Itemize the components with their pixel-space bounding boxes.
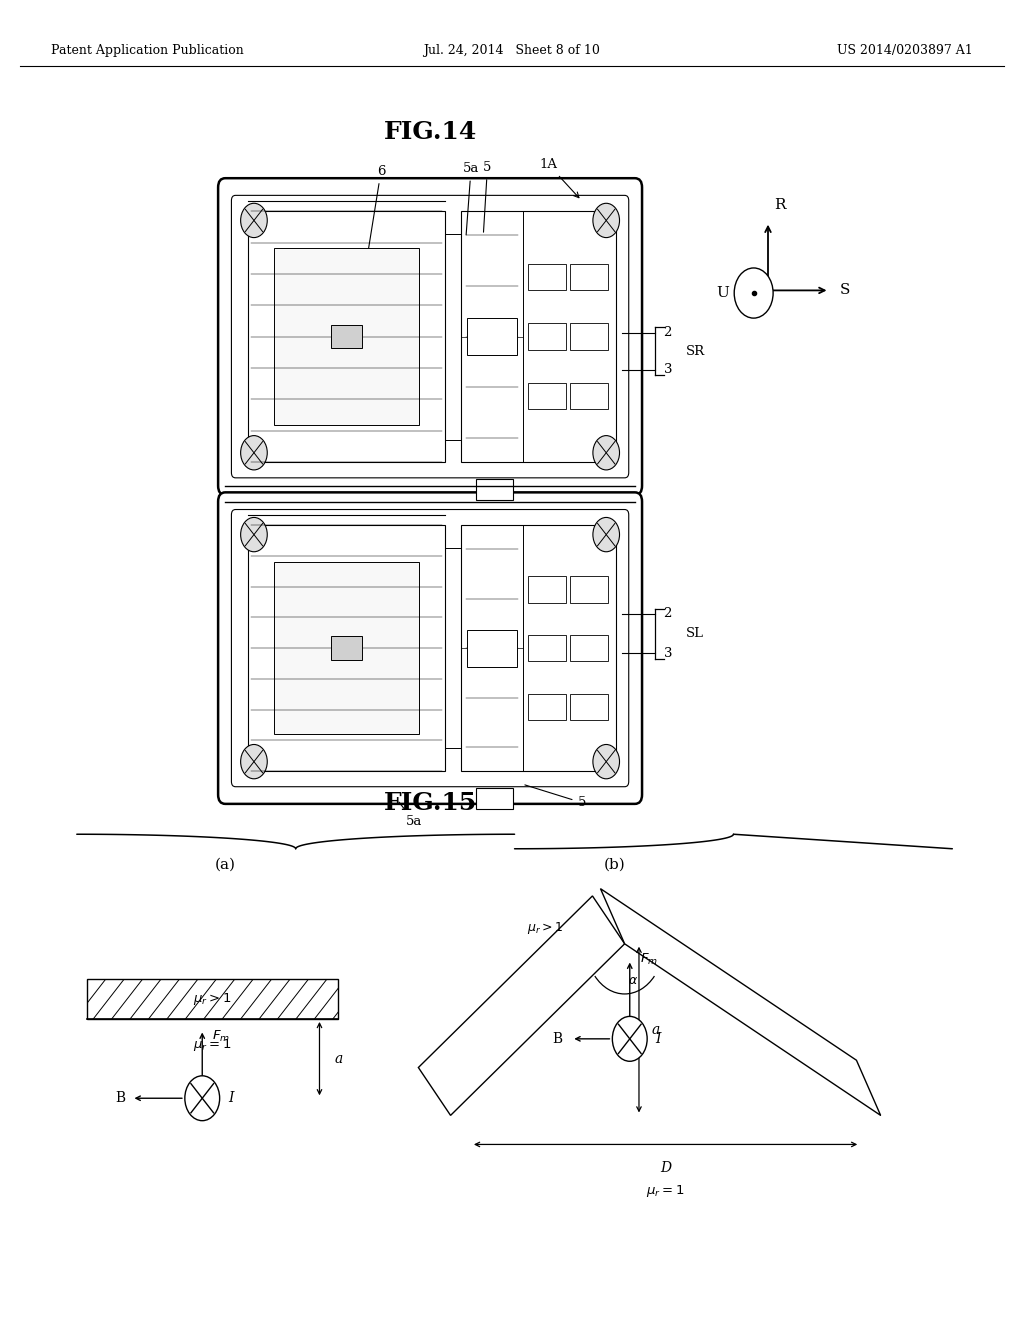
Polygon shape [248, 525, 445, 771]
Circle shape [241, 436, 267, 470]
Circle shape [184, 1076, 220, 1121]
Text: S: S [840, 284, 850, 297]
Circle shape [593, 744, 620, 779]
Bar [570, 635, 608, 661]
Text: SR: SR [686, 345, 706, 358]
Text: $\mu_r = 1$: $\mu_r = 1$ [194, 1038, 231, 1053]
Text: $\mu_r > 1$: $\mu_r > 1$ [526, 920, 563, 936]
Text: 5a: 5a [463, 162, 479, 235]
Bar [332, 636, 362, 660]
Circle shape [241, 203, 267, 238]
Bar [332, 325, 362, 348]
Text: I: I [228, 1092, 233, 1105]
Bar [467, 318, 517, 355]
Bar [467, 630, 517, 667]
Text: 5: 5 [483, 161, 492, 232]
Text: a: a [651, 1023, 659, 1036]
Circle shape [593, 517, 620, 552]
Text: (a): (a) [215, 858, 236, 871]
Circle shape [612, 1016, 647, 1061]
Bar [570, 323, 608, 350]
Circle shape [593, 436, 620, 470]
Polygon shape [419, 896, 625, 1115]
Text: FIG.14: FIG.14 [383, 120, 477, 144]
Bar [461, 211, 616, 462]
Bar [570, 383, 608, 409]
Text: a: a [335, 1052, 343, 1065]
Bar [528, 635, 566, 661]
Text: D: D [660, 1162, 671, 1175]
Text: I: I [655, 1032, 660, 1045]
Text: SL: SL [686, 627, 705, 640]
FancyBboxPatch shape [218, 492, 642, 804]
FancyBboxPatch shape [231, 510, 629, 787]
Circle shape [241, 517, 267, 552]
Bar [461, 525, 616, 771]
Bar [528, 264, 566, 290]
Text: Jul. 24, 2014   Sheet 8 of 10: Jul. 24, 2014 Sheet 8 of 10 [424, 44, 600, 57]
Bar [570, 264, 608, 290]
Text: B: B [116, 1092, 125, 1105]
Text: 6: 6 [364, 165, 385, 277]
Text: $\mu_r = 1$: $\mu_r = 1$ [646, 1183, 685, 1199]
Circle shape [734, 268, 773, 318]
Text: U: U [717, 286, 729, 300]
Text: $\alpha$: $\alpha$ [628, 974, 638, 987]
Bar [528, 693, 566, 719]
Bar [528, 577, 566, 603]
Bar [274, 562, 419, 734]
Circle shape [593, 203, 620, 238]
Text: 3: 3 [664, 363, 672, 376]
Polygon shape [600, 888, 881, 1115]
Text: $\mu_r > 1$: $\mu_r > 1$ [194, 991, 231, 1007]
Text: 1A: 1A [540, 158, 579, 198]
FancyBboxPatch shape [218, 178, 642, 495]
Text: 3: 3 [664, 647, 672, 660]
Bar [570, 693, 608, 719]
Text: $F_m$: $F_m$ [640, 952, 658, 968]
Bar [476, 788, 513, 809]
Text: B: B [552, 1032, 562, 1045]
FancyBboxPatch shape [231, 195, 629, 478]
Bar [274, 248, 419, 425]
Circle shape [241, 744, 267, 779]
Text: 2: 2 [664, 326, 672, 339]
Text: 5a: 5a [399, 803, 422, 828]
Text: R: R [774, 198, 786, 211]
Text: 2: 2 [664, 607, 672, 620]
Bar [476, 479, 513, 500]
Polygon shape [248, 211, 445, 462]
Text: (b): (b) [603, 858, 626, 871]
Text: $F_m$: $F_m$ [213, 1028, 230, 1044]
Text: FIG.15: FIG.15 [383, 791, 477, 814]
Bar [570, 577, 608, 603]
Bar [528, 383, 566, 409]
Text: US 2014/0203897 A1: US 2014/0203897 A1 [837, 44, 973, 57]
Bar [528, 323, 566, 350]
Text: 5: 5 [525, 785, 586, 809]
Bar [87, 979, 338, 1019]
Text: Patent Application Publication: Patent Application Publication [51, 44, 244, 57]
